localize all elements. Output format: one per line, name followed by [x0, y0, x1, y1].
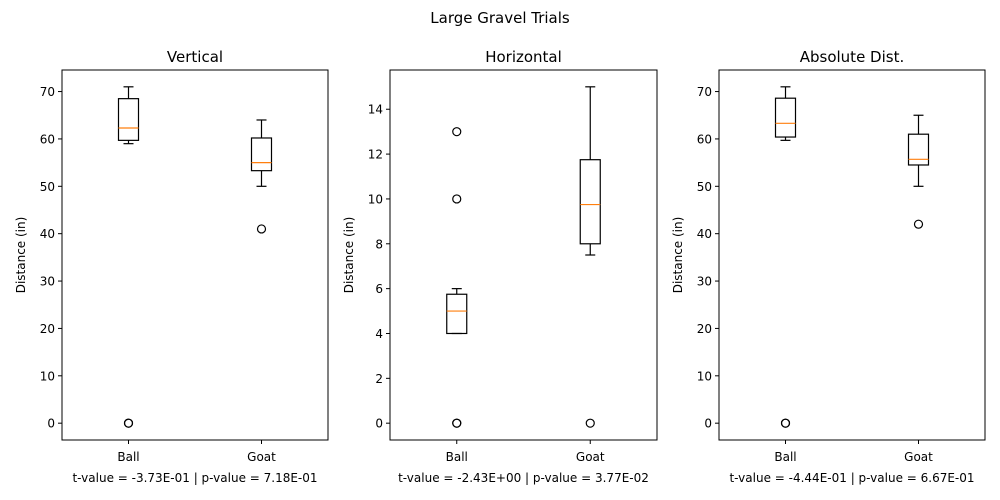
axes-frame: [718, 69, 986, 441]
x-tick-label: Ball: [117, 450, 139, 464]
y-axis-label: Distance (in): [14, 217, 28, 294]
y-tick-label: 40: [697, 227, 712, 241]
box-iqr: [250, 137, 273, 172]
x-axis-label: t-value = -2.43E+00 | p-value = 3.77E-02: [398, 471, 649, 485]
y-tick-label: 2: [375, 372, 383, 386]
y-tick-label: 20: [697, 322, 712, 336]
y-tick-label: 0: [47, 417, 55, 431]
y-axis-label: Distance (in): [671, 217, 685, 294]
y-tick-label: 14: [368, 103, 383, 117]
box-plot-ball: [446, 127, 468, 428]
chart-panel-2: Horizontal 0 2 4 6 8 10 12 14 Ball Goat Distance (i…: [342, 48, 658, 485]
x-tick-label: Ball: [446, 450, 468, 464]
y-tick-label: 10: [40, 369, 55, 383]
y-tick-label: 50: [697, 180, 712, 194]
y-tick-label: 0: [704, 417, 712, 431]
box-iqr: [446, 293, 468, 335]
y-axis-label: Distance (in): [342, 217, 356, 294]
y-tick-label: 70: [697, 85, 712, 99]
y-tick-label: 12: [368, 148, 383, 162]
y-tick-label: 60: [697, 132, 712, 146]
outlier-point: [452, 194, 462, 204]
outlier-point: [123, 418, 134, 428]
axes-frame: [61, 69, 329, 441]
x-tick-label: Goat: [904, 450, 933, 464]
outlier-point: [452, 127, 462, 137]
chart-title: Absolute Dist.: [800, 48, 905, 66]
y-tick-label: 6: [375, 282, 383, 296]
box-iqr: [579, 159, 601, 245]
box-iqr: [907, 133, 930, 166]
y-tick-label: 8: [375, 237, 383, 251]
y-tick-label: 40: [40, 227, 55, 241]
outlier-point: [452, 418, 462, 428]
box-plot-ball: [117, 86, 140, 428]
y-tick-label: 4: [375, 327, 383, 341]
outlier-point: [585, 418, 595, 428]
y-tick-label: 70: [40, 85, 55, 99]
x-tick-label: Goat: [247, 450, 276, 464]
box-plot-goat: [579, 86, 601, 428]
outlier-point: [780, 418, 791, 428]
chart-panel-3: Absolute Dist. 0 10 20 30 40 50 60 70 Ball Goat Dis…: [671, 48, 986, 485]
y-tick-label: 50: [40, 180, 55, 194]
x-tick-label: Ball: [774, 450, 796, 464]
y-tick-label: 30: [40, 275, 55, 289]
outlier-point: [913, 219, 924, 229]
box-iqr: [774, 97, 797, 138]
y-tick-label: 0: [375, 417, 383, 431]
y-tick-label: 30: [697, 275, 712, 289]
chart-panel-1: Vertical 0 10 20 30 40 50 60 70 Ball Goat Distance …: [14, 48, 329, 485]
outlier-point: [256, 224, 267, 234]
x-tick-label: Goat: [576, 450, 605, 464]
y-tick-label: 10: [697, 369, 712, 383]
y-tick-label: 20: [40, 322, 55, 336]
y-tick-label: 60: [40, 132, 55, 146]
axes-frame: [389, 69, 658, 441]
x-axis-label: t-value = -4.44E-01 | p-value = 6.67E-01: [729, 471, 974, 485]
x-axis-label: t-value = -3.73E-01 | p-value = 7.18E-01: [72, 471, 317, 485]
chart-title: Vertical: [167, 48, 223, 66]
box-plot-ball: [774, 86, 797, 428]
box-iqr: [117, 98, 140, 141]
box-plot-goat: [907, 114, 930, 229]
figure-title: Large Gravel Trials: [430, 9, 570, 27]
y-tick-label: 10: [368, 192, 383, 206]
box-plot-goat: [250, 119, 273, 234]
chart-title: Horizontal: [485, 48, 562, 66]
